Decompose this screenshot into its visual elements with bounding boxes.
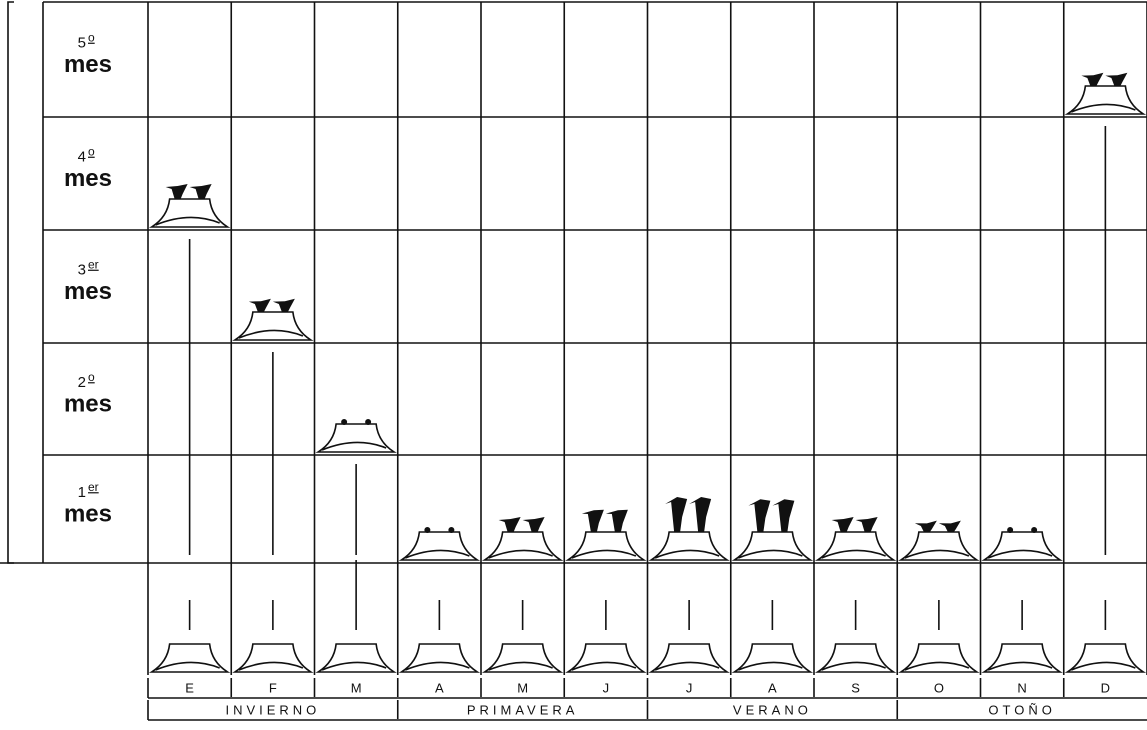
sprout [248, 298, 271, 312]
stump [731, 643, 814, 673]
sprout [1081, 72, 1104, 86]
row-suffix: o [88, 145, 95, 159]
month: A [435, 680, 444, 695]
stump [731, 531, 814, 561]
stump [565, 643, 647, 673]
stump [232, 643, 314, 673]
month-row [147, 678, 1147, 721]
sprout [748, 499, 771, 532]
sprout [855, 517, 878, 532]
season: INVIERNO [225, 702, 320, 717]
season: PRIMAVERA [467, 702, 579, 717]
stump [315, 643, 397, 673]
row-number: 3 [78, 261, 86, 278]
sprout [165, 184, 188, 199]
sprout [189, 184, 212, 199]
sprout [772, 499, 795, 532]
row-suffix: er [88, 480, 99, 494]
sprout [272, 298, 295, 312]
sprout [1105, 72, 1128, 86]
stump [398, 531, 481, 561]
row-suffix: o [88, 370, 95, 384]
month: J [603, 680, 610, 695]
bud [448, 527, 455, 533]
stump [148, 643, 231, 673]
bud [341, 419, 348, 425]
sprout [914, 520, 937, 532]
row-word: mes [64, 278, 112, 305]
row-suffix: er [88, 258, 99, 272]
stump [814, 531, 897, 561]
month: J [686, 680, 693, 695]
season: OTOÑO [988, 702, 1055, 717]
bud [365, 419, 372, 425]
stump [398, 643, 481, 673]
stump [981, 643, 1063, 673]
stump [565, 531, 647, 561]
bud [1007, 527, 1014, 533]
row-word: mes [64, 51, 112, 78]
row-word: mes [64, 390, 112, 417]
stump [648, 643, 730, 673]
stump [814, 643, 897, 673]
sprout [831, 517, 854, 532]
season: VERANO [733, 702, 812, 717]
stump [648, 531, 730, 561]
row-number: 2 [78, 374, 86, 391]
sprout [605, 509, 628, 532]
row-word: mes [64, 165, 112, 192]
stump [898, 531, 980, 561]
row-number: 5 [78, 34, 86, 51]
month: O [934, 680, 944, 695]
row-word: mes [64, 500, 112, 527]
sprout [498, 517, 521, 532]
sprout [581, 509, 604, 532]
row-number: 4 [78, 148, 86, 165]
month: E [185, 680, 194, 695]
month: A [768, 680, 777, 695]
month: M [351, 680, 362, 695]
stump [1064, 85, 1147, 115]
sprout [689, 497, 712, 532]
month: D [1101, 680, 1110, 695]
stump [981, 531, 1063, 561]
stump [481, 531, 564, 561]
row-number: 1 [78, 484, 86, 501]
month: N [1017, 680, 1026, 695]
month: M [517, 680, 528, 695]
stump [148, 198, 231, 228]
month: F [269, 680, 277, 695]
bud [1031, 527, 1038, 533]
stump [481, 643, 564, 673]
bracket [7, 1, 14, 564]
stump [315, 423, 397, 453]
sprout [665, 497, 688, 532]
stump [898, 643, 980, 673]
stump [1064, 643, 1147, 673]
bud [424, 527, 431, 533]
stump [232, 311, 314, 341]
sprout [522, 517, 545, 532]
sprout [938, 520, 961, 532]
month: S [851, 680, 860, 695]
row-suffix: o [88, 31, 95, 45]
